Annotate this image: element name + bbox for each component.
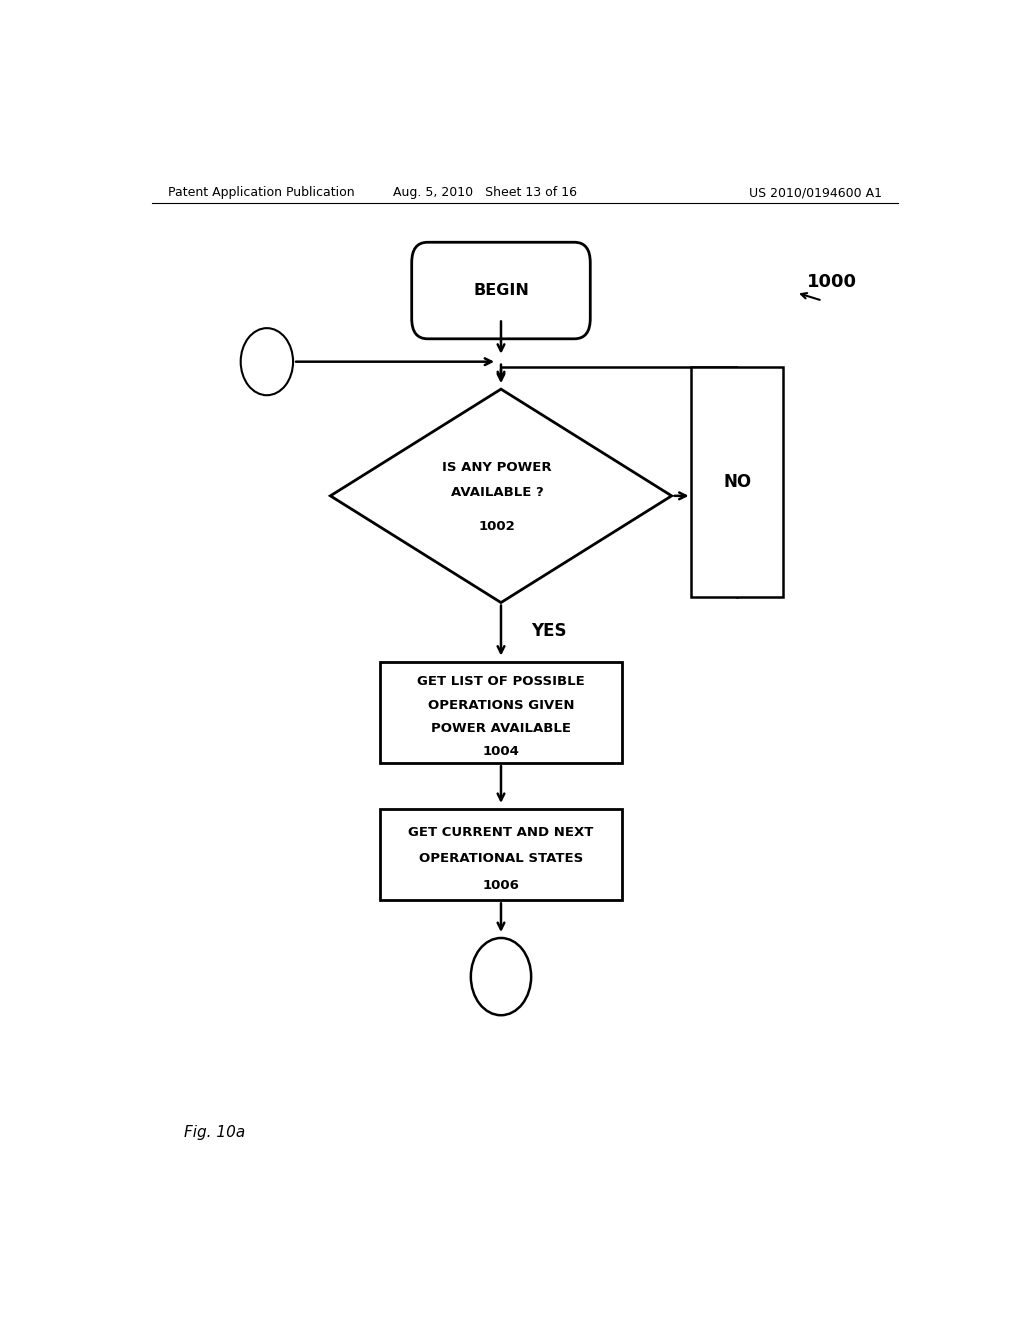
Text: BEGIN: BEGIN: [473, 282, 529, 298]
Text: 1004: 1004: [482, 746, 519, 759]
Text: IS ANY POWER: IS ANY POWER: [442, 461, 552, 474]
Text: POWER AVAILABLE: POWER AVAILABLE: [431, 722, 571, 735]
Text: 10b: 10b: [488, 970, 514, 983]
Text: YES: YES: [530, 622, 566, 640]
Text: Fig. 10a: Fig. 10a: [183, 1125, 245, 1139]
Text: OPERATIONAL STATES: OPERATIONAL STATES: [419, 853, 583, 865]
Text: 1002: 1002: [478, 520, 515, 533]
Text: OPERATIONS GIVEN: OPERATIONS GIVEN: [428, 698, 574, 711]
Text: 1006: 1006: [482, 879, 519, 891]
Text: Patent Application Publication: Patent Application Publication: [168, 186, 354, 199]
Text: US 2010/0194600 A1: US 2010/0194600 A1: [749, 186, 882, 199]
FancyBboxPatch shape: [412, 243, 590, 339]
Polygon shape: [331, 389, 672, 602]
Bar: [380, 809, 622, 900]
Text: NO: NO: [723, 473, 752, 491]
Text: 10a: 10a: [255, 355, 279, 368]
Circle shape: [471, 939, 531, 1015]
Circle shape: [241, 329, 293, 395]
Bar: [380, 661, 622, 763]
Text: GET LIST OF POSSIBLE: GET LIST OF POSSIBLE: [417, 676, 585, 688]
Bar: [691, 367, 782, 598]
Text: AVAILABLE ?: AVAILABLE ?: [451, 486, 544, 499]
Text: 1000: 1000: [807, 273, 856, 292]
Text: Aug. 5, 2010   Sheet 13 of 16: Aug. 5, 2010 Sheet 13 of 16: [393, 186, 578, 199]
Text: GET CURRENT AND NEXT: GET CURRENT AND NEXT: [409, 826, 594, 838]
